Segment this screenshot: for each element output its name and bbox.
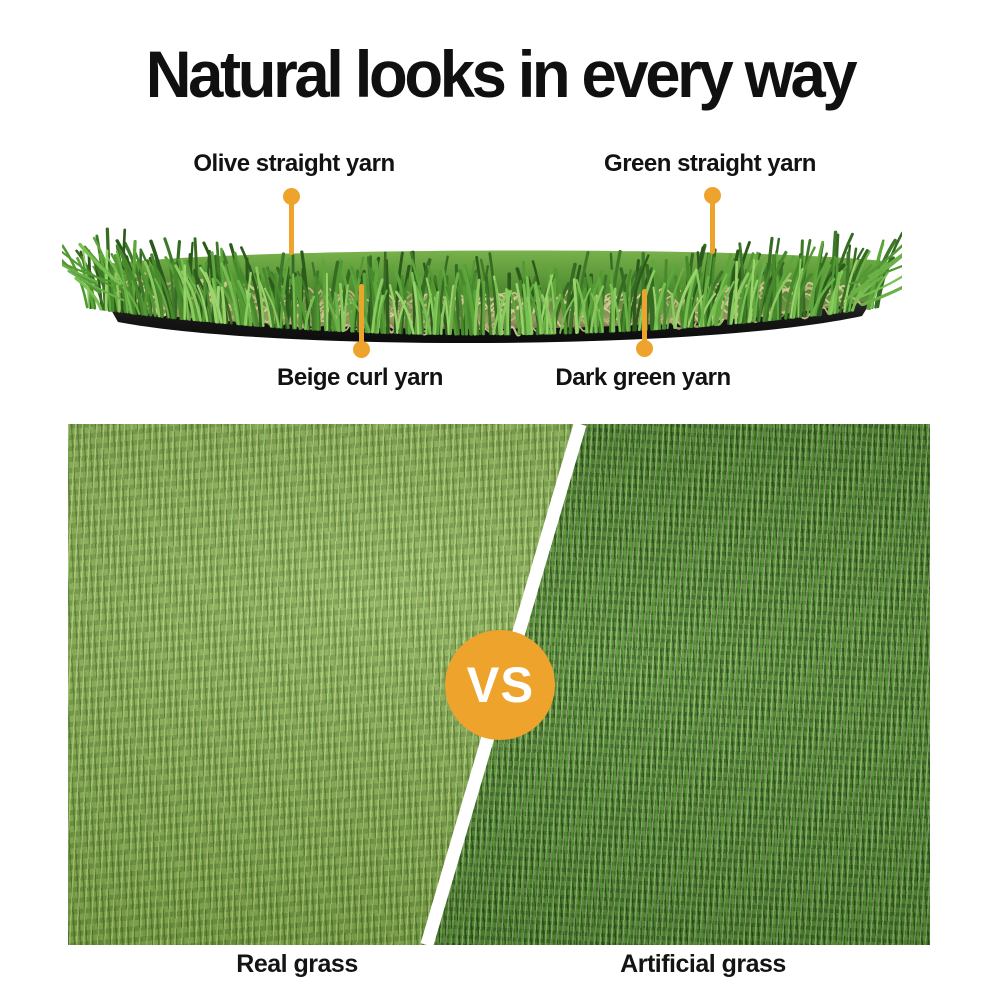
pin-stem-olive <box>289 200 294 255</box>
pin-icon-green <box>704 187 721 204</box>
callout-label-beige-curl-yarn: Beige curl yarn <box>277 364 443 391</box>
vs-label: VS <box>466 657 534 713</box>
pin-icon-dark <box>636 340 653 357</box>
grass-mat-image <box>62 227 902 344</box>
pin-stem-beige <box>359 284 364 346</box>
pin-icon-olive <box>283 188 300 205</box>
caption-real-grass: Real grass <box>236 950 358 978</box>
caption-artificial-grass: Artificial grass <box>620 950 786 978</box>
pin-stem-dark <box>642 289 647 344</box>
callout-label-olive-straight-yarn: Olive straight yarn <box>193 150 395 177</box>
callout-label-dark-green-yarn: Dark green yarn <box>555 364 731 391</box>
pin-stem-green <box>710 199 715 254</box>
grass-comparison: VS <box>68 424 930 945</box>
vs-badge: VS <box>445 630 555 740</box>
pin-icon-beige <box>353 341 370 358</box>
blade-layer <box>62 227 902 336</box>
black-backing <box>110 300 872 344</box>
yarn-mat-illustration <box>62 198 902 358</box>
page-title: Natural looks in every way <box>145 37 858 111</box>
callout-label-green-straight-yarn: Green straight yarn <box>604 150 816 177</box>
